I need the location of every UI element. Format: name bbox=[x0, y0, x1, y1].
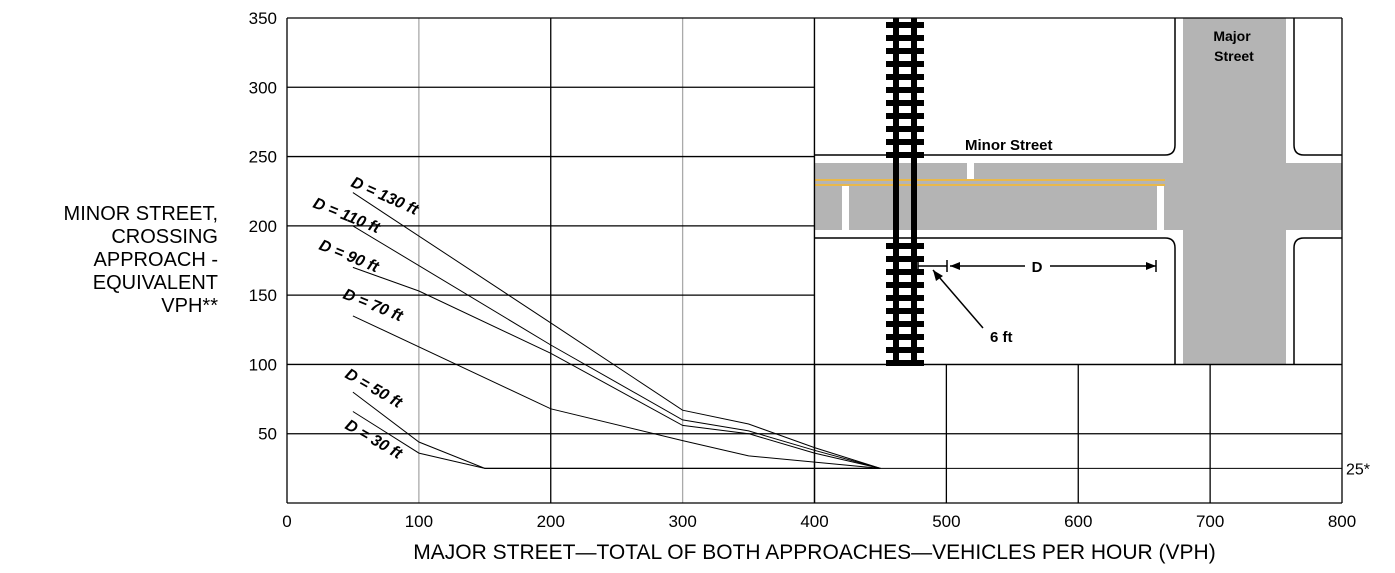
y-tick-label: 350 bbox=[249, 9, 277, 28]
x-tick-label: 600 bbox=[1064, 512, 1092, 531]
series-lines bbox=[352, 192, 881, 469]
minor-street-road bbox=[814, 163, 1342, 230]
lot-bottom-right bbox=[1293, 237, 1342, 365]
y-axis-label-line: VPH** bbox=[161, 295, 218, 317]
railroad-tie bbox=[886, 347, 924, 353]
railroad-tie bbox=[886, 152, 924, 158]
offset-leader-arrowhead bbox=[933, 270, 943, 281]
intersection-diagram: Major Street Minor Street D 6 ft bbox=[814, 18, 1342, 366]
axes bbox=[286, 17, 1343, 504]
y-axis-label-line: MINOR STREET, bbox=[63, 203, 218, 225]
y-tick-label: 200 bbox=[249, 217, 277, 236]
series-label: D = 30 ft bbox=[342, 417, 405, 463]
railroad-tie bbox=[886, 87, 924, 93]
series-line bbox=[352, 192, 881, 469]
lot-top-right bbox=[1293, 18, 1342, 156]
minor-street-label: Minor Street bbox=[965, 137, 1053, 154]
y-axis-label-line: CROSSING bbox=[111, 226, 218, 248]
railroad-tie bbox=[886, 22, 924, 28]
lot-top-left bbox=[814, 18, 1176, 156]
railroad-tie bbox=[886, 321, 924, 327]
y-tick-label: 50 bbox=[258, 425, 277, 444]
d-arrowhead-left bbox=[950, 262, 960, 270]
railroad-tie bbox=[886, 61, 924, 67]
stop-bar-upper bbox=[967, 158, 974, 180]
series-line bbox=[352, 266, 881, 469]
floor-line-label: 25* bbox=[1346, 461, 1370, 478]
stop-bar-major bbox=[1157, 185, 1164, 235]
series-line bbox=[352, 225, 881, 469]
major-street-label-line2: Street bbox=[1214, 48, 1254, 64]
x-tick-label: 400 bbox=[800, 512, 828, 531]
y-axis-label-line: APPROACH - bbox=[93, 249, 218, 271]
railroad-tie bbox=[886, 308, 924, 314]
crossing-left-rail bbox=[896, 163, 899, 230]
railroad-tie bbox=[886, 74, 924, 80]
x-tick-label: 700 bbox=[1196, 512, 1224, 531]
floor-line: 25* bbox=[484, 461, 1370, 478]
railroad-tie bbox=[886, 256, 924, 262]
railroad-tie bbox=[886, 334, 924, 340]
y-axis-label-line: EQUIVALENT bbox=[92, 272, 218, 294]
series-line bbox=[352, 391, 881, 469]
y-tick-label: 300 bbox=[249, 78, 277, 97]
railroad-tie bbox=[886, 282, 924, 288]
series-label: D = 70 ft bbox=[341, 286, 406, 325]
railroad-tie bbox=[886, 100, 924, 106]
railroad-tie bbox=[886, 126, 924, 132]
railroad-tie bbox=[886, 48, 924, 54]
railroad-tie bbox=[886, 35, 924, 41]
x-tick-label: 500 bbox=[932, 512, 960, 531]
curb-bottom-left bbox=[814, 232, 1181, 365]
lot-bottom-left bbox=[814, 237, 1176, 365]
railroad-tie bbox=[886, 243, 924, 249]
railroad-tie bbox=[886, 139, 924, 145]
tick-labels: 0 100 200 300 400 500 600 700 800 50 100 150 200 250 3… bbox=[249, 9, 1357, 531]
offset-leader bbox=[932, 269, 984, 329]
y-tick-label: 250 bbox=[249, 148, 277, 167]
distance-label: D bbox=[1032, 259, 1043, 276]
x-tick-label: 200 bbox=[537, 512, 565, 531]
railroad-tie bbox=[886, 360, 924, 366]
d-arrowhead-right bbox=[1146, 262, 1156, 270]
x-tick-label: 800 bbox=[1328, 512, 1356, 531]
rail-right bbox=[911, 18, 917, 365]
x-tick-label: 0 bbox=[282, 512, 291, 531]
railroad-tie bbox=[886, 269, 924, 275]
curb-bottom-right bbox=[1288, 232, 1342, 365]
series-line bbox=[352, 411, 881, 469]
y-tick-label: 150 bbox=[249, 286, 277, 305]
railroad-tie bbox=[886, 295, 924, 301]
x-axis-label: MAJOR STREET—TOTAL OF BOTH APPROACHES—VE… bbox=[413, 541, 1216, 564]
curb-top-right bbox=[1288, 18, 1342, 161]
x-tick-label: 300 bbox=[668, 512, 696, 531]
series-line bbox=[352, 315, 881, 469]
y-tick-label: 100 bbox=[249, 355, 277, 374]
series-label: D = 110 ft bbox=[311, 195, 383, 237]
major-street-label-line1: Major bbox=[1213, 28, 1251, 44]
series-label: D = 50 ft bbox=[342, 366, 405, 412]
railroad-ties bbox=[886, 22, 924, 366]
railroad-tie bbox=[886, 113, 924, 119]
x-tick-label: 100 bbox=[405, 512, 433, 531]
curb-top-left bbox=[814, 18, 1181, 161]
y-axis-label: MINOR STREET, CROSSING APPROACH - EQUIVA… bbox=[0, 203, 218, 318]
series-label: D = 90 ft bbox=[317, 237, 382, 276]
offset-label: 6 ft bbox=[990, 329, 1013, 346]
stop-bar-left bbox=[842, 185, 849, 235]
